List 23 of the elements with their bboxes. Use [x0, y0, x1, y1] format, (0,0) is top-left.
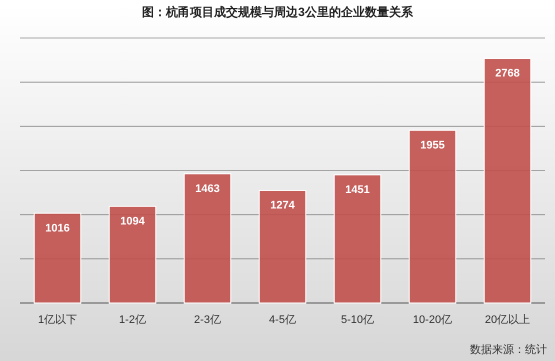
data-label: 1955 [420, 139, 445, 152]
bar [34, 212, 82, 304]
data-label: 1094 [120, 215, 146, 228]
x-tick-label: 2-3亿 [194, 314, 221, 326]
x-tick-label: 1-2亿 [119, 314, 146, 326]
data-label: 1451 [345, 184, 370, 196]
x-tick-label: 20亿以上 [484, 313, 530, 326]
bar [108, 206, 156, 304]
bar [408, 130, 456, 304]
bar [484, 58, 532, 304]
data-label: 1016 [45, 222, 70, 234]
data-label: 1274 [270, 199, 296, 212]
x-tick-label: 1亿以下 [38, 313, 78, 326]
chart-title: 图：杭甬项目成交规模与周边3公里的企业数量关系 [142, 5, 414, 19]
x-tick-label: 10-20亿 [412, 314, 452, 326]
bar [184, 173, 232, 304]
x-tick-label: 5-10亿 [340, 314, 374, 326]
bar [258, 190, 306, 304]
source-note: 数据来源：统计 [470, 343, 547, 356]
data-label: 2768 [495, 67, 520, 80]
x-tick-label: 4-5亿 [269, 314, 296, 326]
data-label: 1463 [195, 182, 220, 195]
bar [334, 174, 382, 304]
